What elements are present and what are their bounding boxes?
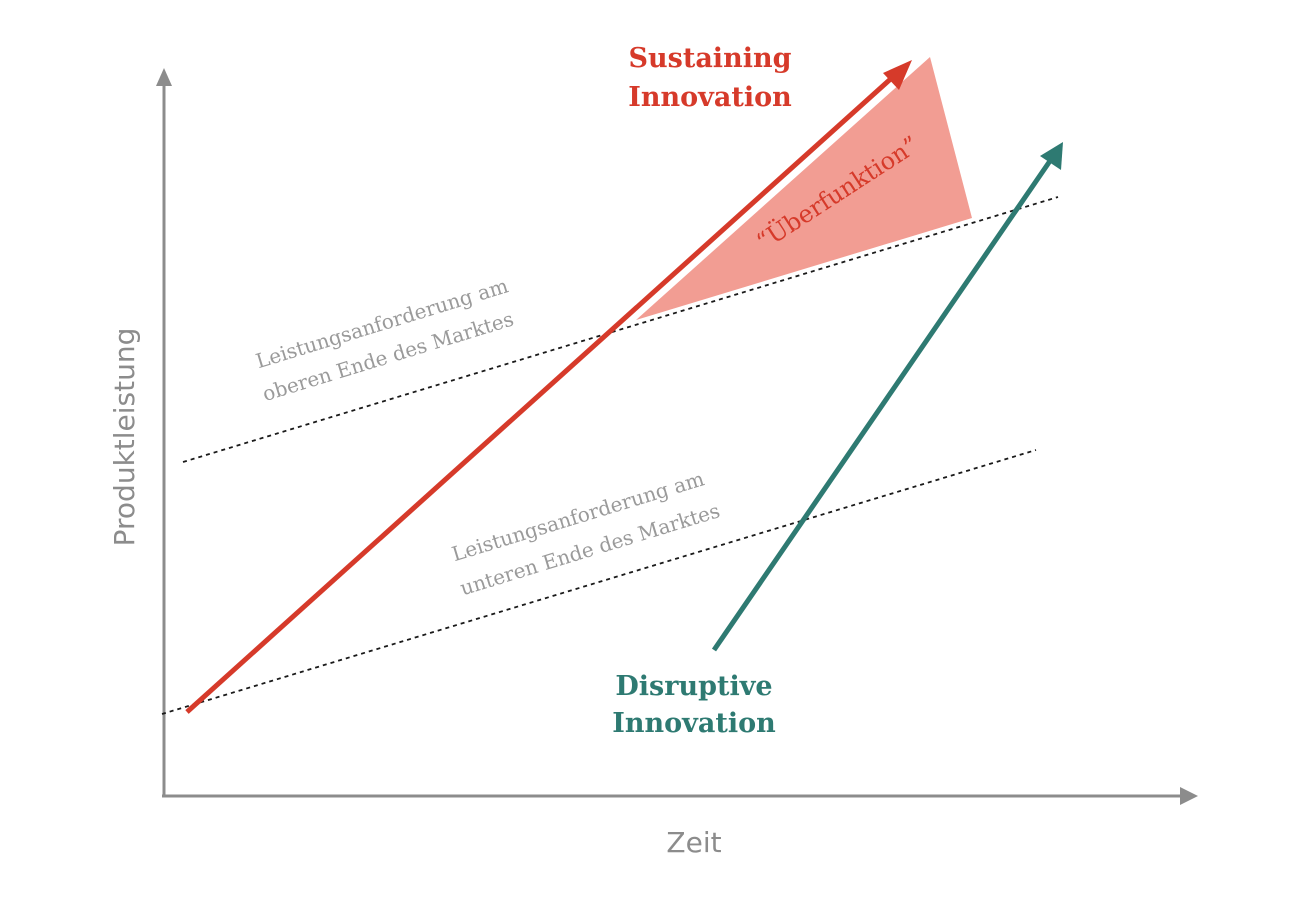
sustaining-arrow-line [185, 73, 897, 714]
upper-requirement-line [182, 196, 1059, 463]
disruptive-label-line1: Disruptive [615, 671, 772, 702]
lower-requirement-line [161, 449, 1037, 715]
sustaining-label-line2: Innovation [628, 82, 792, 113]
disruptive-arrow-line [711, 156, 1055, 652]
overshoot-area [636, 57, 972, 320]
disruptive-label-line2: Innovation [612, 708, 776, 739]
y-axis-arrow-icon [156, 68, 172, 86]
disruptive-arrowhead-icon [1040, 142, 1063, 170]
sustaining-arrowhead-icon [883, 60, 912, 90]
x-axis-arrow-icon [1180, 787, 1198, 805]
x-axis-label: Zeit [666, 826, 721, 859]
y-axis-label: Produktleistung [108, 328, 141, 547]
sustaining-label-line1: Sustaining [629, 43, 792, 74]
